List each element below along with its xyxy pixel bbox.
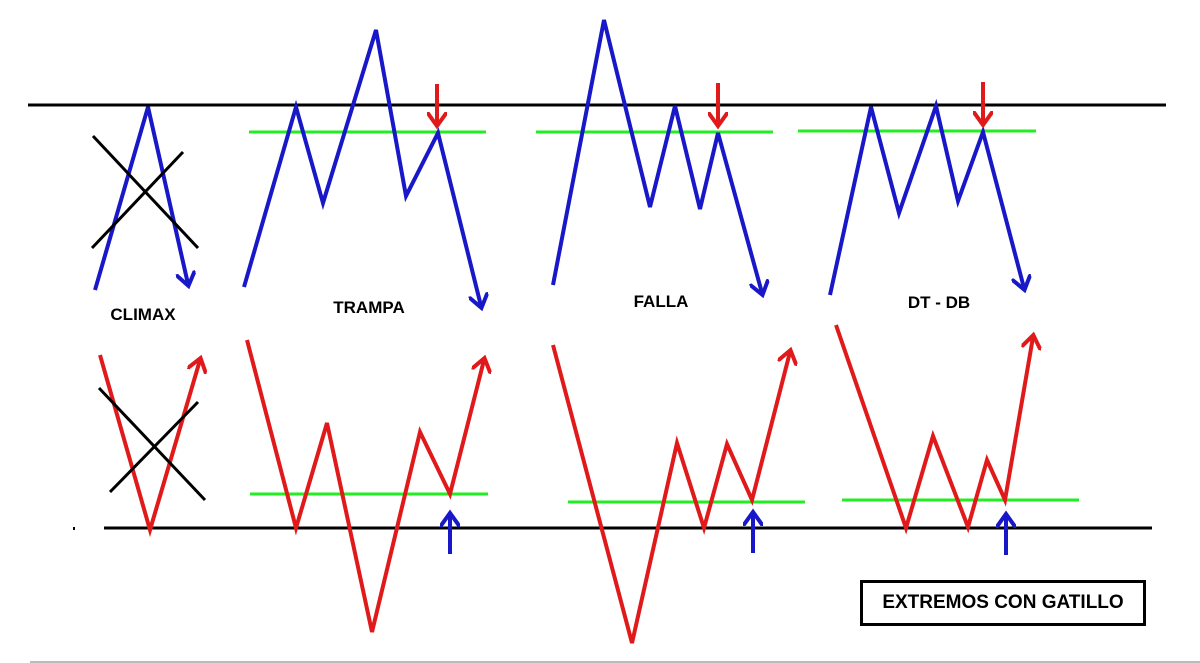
dt-db-bottom-path bbox=[834, 324, 1033, 535]
pattern-label-falla: FALLA bbox=[634, 292, 689, 311]
stray-dot bbox=[73, 527, 75, 530]
climax-top-path bbox=[93, 106, 188, 291]
pattern-label-trampa: TRAMPA bbox=[333, 298, 404, 317]
pattern-dt-db: DT - DB bbox=[798, 82, 1079, 555]
title-box: EXTREMOS CON GATILLO bbox=[860, 580, 1146, 626]
pattern-falla: FALLA bbox=[536, 19, 805, 644]
pattern-label-dt-db: DT - DB bbox=[908, 293, 970, 312]
trampa-top-path bbox=[242, 29, 481, 306]
climax-bottom-cross-line bbox=[97, 386, 207, 502]
trampa-bottom-path bbox=[245, 339, 484, 633]
dt-db-top-path bbox=[828, 98, 1024, 296]
climax-top-cross-line bbox=[90, 150, 185, 250]
climax-bottom-cross-line bbox=[108, 400, 200, 494]
falla-bottom-path bbox=[551, 344, 790, 644]
pattern-trampa: TRAMPA bbox=[242, 29, 488, 633]
diagram-title: EXTREMOS CON GATILLO bbox=[882, 592, 1124, 613]
falla-top-path bbox=[551, 19, 762, 293]
pattern-label-climax: CLIMAX bbox=[110, 305, 176, 324]
pattern-climax: CLIMAX bbox=[90, 106, 207, 538]
